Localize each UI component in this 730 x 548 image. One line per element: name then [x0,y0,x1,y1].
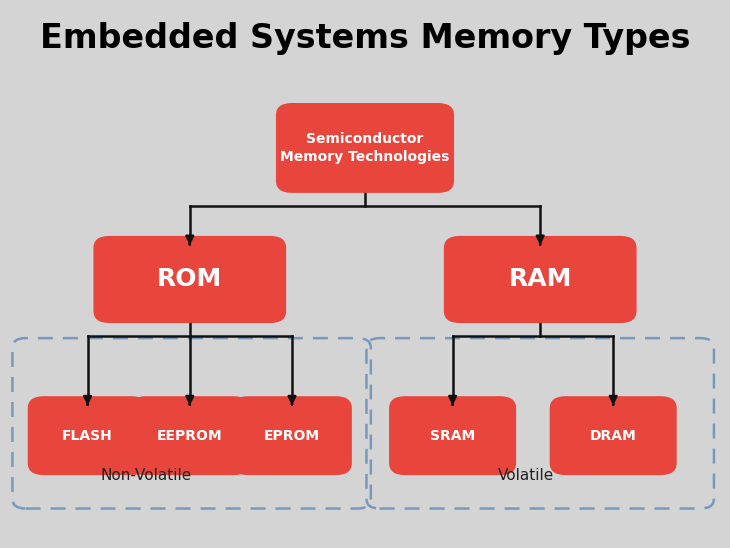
Text: EPROM: EPROM [264,429,320,443]
FancyBboxPatch shape [444,236,637,323]
FancyBboxPatch shape [130,396,250,475]
FancyBboxPatch shape [28,396,147,475]
Text: RAM: RAM [509,267,572,292]
Text: EEPROM: EEPROM [157,429,223,443]
Text: SRAM: SRAM [430,429,475,443]
FancyBboxPatch shape [389,396,516,475]
Text: FLASH: FLASH [62,429,113,443]
Text: Semiconductor
Memory Technologies: Semiconductor Memory Technologies [280,132,450,164]
FancyBboxPatch shape [276,103,454,193]
FancyBboxPatch shape [93,236,286,323]
Text: ROM: ROM [157,267,223,292]
Text: Non-Volatile: Non-Volatile [101,469,191,483]
Text: Embedded Systems Memory Types: Embedded Systems Memory Types [39,22,691,55]
FancyBboxPatch shape [550,396,677,475]
Text: DRAM: DRAM [590,429,637,443]
FancyBboxPatch shape [232,396,352,475]
Text: Volatile: Volatile [497,469,554,483]
